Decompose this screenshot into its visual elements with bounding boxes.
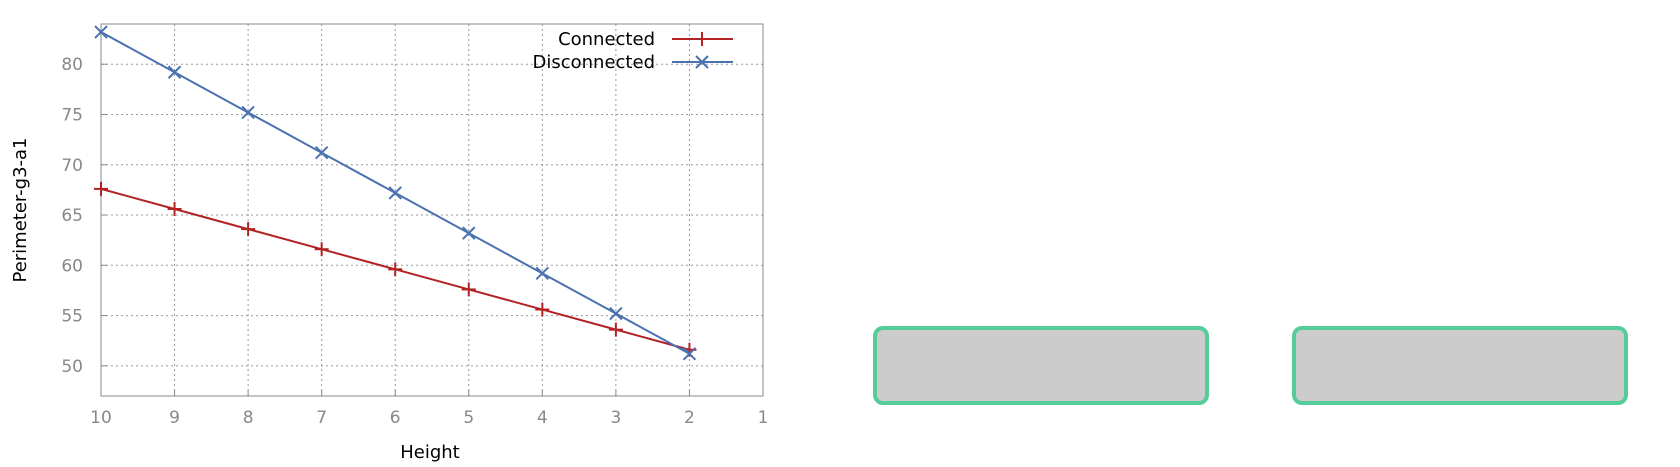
- x-tick-label: 8: [243, 408, 254, 428]
- data-point-connected: [535, 302, 550, 317]
- x-tick-label: 2: [684, 408, 695, 428]
- x-tick-label: 1: [758, 408, 769, 428]
- legend-marker-disconnected: [695, 55, 709, 69]
- y-axis-title: Perimeter-g3-a1: [10, 137, 31, 282]
- marker-d2: [535, 266, 550, 281]
- legend-label-connected: Connected: [558, 29, 655, 50]
- marker-d2: [167, 65, 182, 79]
- x-tick-label: 6: [390, 408, 401, 428]
- y-tick-label: 50: [61, 357, 83, 377]
- data-point-connected: [94, 181, 108, 196]
- data-point-disconnected: [462, 226, 476, 240]
- data-point-disconnected: [241, 105, 255, 120]
- x-tick-label: 5: [463, 408, 474, 428]
- data-point-disconnected: [388, 186, 402, 200]
- marker-d2: [241, 105, 255, 120]
- marker-d2: [695, 55, 709, 69]
- x-axis-title: Height: [400, 442, 460, 463]
- y-tick-label: 80: [61, 55, 83, 75]
- y-tick-label: 70: [61, 156, 83, 176]
- marker-d2: [682, 347, 697, 361]
- y-tick-label: 75: [61, 105, 83, 125]
- data-point-connected: [461, 282, 476, 297]
- data-point-disconnected: [167, 65, 182, 79]
- data-point-connected: [241, 222, 256, 237]
- data-point-disconnected: [314, 145, 329, 160]
- data-point-connected: [314, 242, 329, 257]
- marker-d2: [314, 145, 329, 160]
- grid: [100, 24, 764, 396]
- marker-d2: [388, 186, 402, 200]
- data-point-disconnected: [682, 347, 697, 361]
- legend-marker-connected: [695, 32, 709, 46]
- left-gray-panel: [873, 326, 1209, 405]
- x-tick-label: 4: [537, 408, 548, 428]
- data-point-connected: [608, 322, 623, 337]
- plot-frame: [100, 23, 764, 397]
- marker-d2: [94, 25, 108, 39]
- data-point-connected: [388, 262, 403, 277]
- y-tick-label: 65: [61, 206, 83, 226]
- data-point-disconnected: [609, 306, 623, 321]
- x-tick-label: 10: [90, 408, 112, 428]
- y-tick-label: 55: [61, 307, 83, 327]
- legend-label-disconnected: Disconnected: [533, 52, 656, 73]
- right-gray-panel: [1292, 326, 1628, 405]
- data-point-connected: [167, 201, 182, 216]
- y-tick-label: 60: [61, 256, 83, 276]
- x-tick-label: 9: [169, 408, 180, 428]
- series: [94, 25, 697, 361]
- marker-d2: [609, 306, 623, 321]
- marker-d2: [462, 226, 476, 240]
- x-tick-label: 3: [610, 408, 621, 428]
- data-point-disconnected: [535, 266, 550, 281]
- x-tick-label: 7: [316, 408, 327, 428]
- data-point-disconnected: [94, 25, 108, 39]
